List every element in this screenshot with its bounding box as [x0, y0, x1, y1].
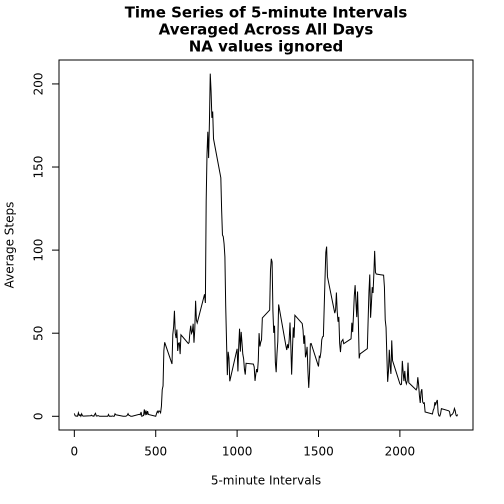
x-tick-label: 500	[144, 445, 167, 459]
x-tick-label: 1500	[303, 445, 334, 459]
plot-box	[58, 59, 474, 431]
chart-title: NA values ignored	[189, 38, 344, 56]
chart-title: Time Series of 5-minute Intervals	[125, 4, 408, 22]
x-tick-label: 1000	[222, 445, 253, 459]
chart-title: Averaged Across All Days	[159, 21, 374, 39]
y-tick-label: 200	[32, 72, 46, 95]
x-tick-label: 2000	[385, 445, 416, 459]
y-tick-label: 100	[32, 239, 46, 262]
y-axis-label: Average Steps	[3, 202, 17, 289]
y-tick-label: 0	[32, 412, 46, 420]
line-series	[73, 73, 459, 418]
x-axis-label: 5-minute Intervals	[211, 474, 321, 488]
y-tick-label: 50	[32, 326, 46, 341]
y-tick-label: 150	[32, 156, 46, 179]
x-tick-label: 0	[71, 445, 79, 459]
